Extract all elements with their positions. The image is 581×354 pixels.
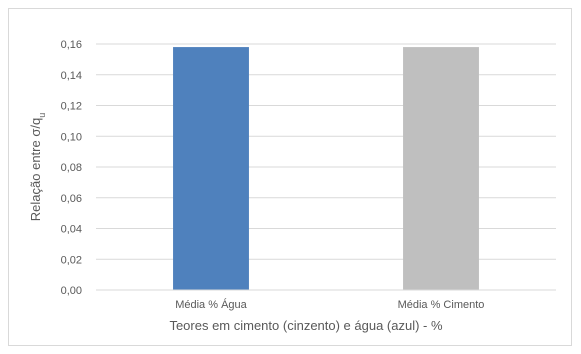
x-axis-title: Teores em cimento (cinzento) e água (azu… (169, 318, 443, 333)
y-axis-title-main: Relação entre σ/q (28, 118, 43, 221)
y-tick-label: 0,12 (61, 101, 82, 113)
y-axis-ticks: 0,00 0,02 0,04 0,06 0,08 0,10 0,12 0,14 0,16 (61, 39, 82, 297)
x-category-label: Média % Água (175, 298, 247, 311)
y-tick-label: 0,06 (61, 193, 82, 205)
y-tick-label: 0,14 (61, 70, 82, 82)
y-tick-label: 0,16 (61, 39, 82, 51)
bars (173, 47, 479, 291)
y-tick-label: 0,04 (61, 224, 82, 236)
gridlines (96, 43, 556, 260)
y-tick-label: 0,02 (61, 254, 82, 266)
y-axis-title-subscript: u (37, 113, 47, 118)
y-tick-label: 0,10 (61, 131, 82, 143)
y-axis-title: Relação entre σ/qu (28, 113, 47, 221)
x-axis-categories: Média % Água Média % Cimento (175, 298, 484, 311)
bar (173, 47, 249, 291)
bar (403, 47, 479, 291)
y-tick-label: 0,08 (61, 162, 82, 174)
x-category-label: Média % Cimento (398, 299, 485, 311)
y-tick-label: 0,00 (61, 285, 82, 297)
